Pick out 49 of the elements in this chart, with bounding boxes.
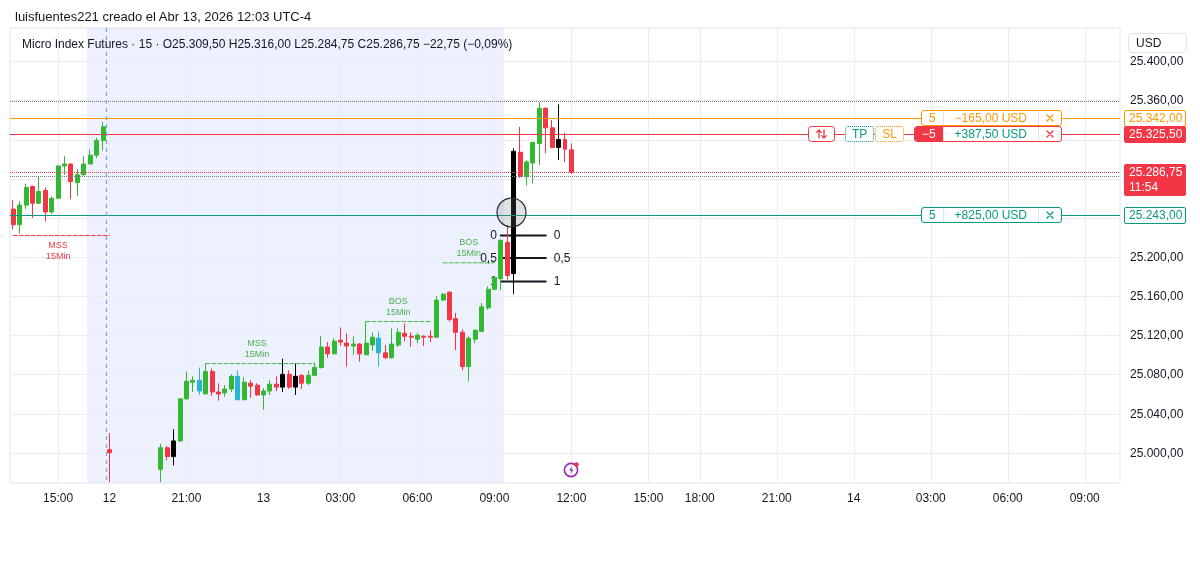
series-label: 0 (490, 228, 498, 243)
series-label: BOS 15Min (385, 296, 411, 318)
annotation: TP (851, 127, 868, 141)
annotation: −165,00 USD (954, 111, 1027, 125)
text: USD (1136, 36, 1162, 50)
series-label: 0,5 (480, 250, 498, 265)
y-tick-label: 25.120,00 (1130, 328, 1184, 343)
text: 1 (553, 274, 561, 289)
annotation: SL (882, 127, 897, 141)
y-tick-label: 25.400,00 (1130, 54, 1184, 69)
x-tick-label: 12 (102, 491, 117, 505)
x-tick-label: 12:00 (556, 491, 587, 505)
ref-line-label: 25.325,50 (1129, 127, 1183, 141)
x-tick-label: 18:00 (684, 491, 716, 505)
series-label: MSS 15Min (45, 239, 71, 261)
label-box: TP (844, 126, 875, 142)
text: 11:54 (1129, 180, 1159, 194)
annotation: +387,50 USD (954, 127, 1027, 141)
y-tick-label: 25.200,00 (1130, 249, 1184, 264)
chart-title: luisfuentes221 creado el Abr 13, 2026 12:03 UTC-4 (15, 9, 312, 24)
x-tick-label: 03:00 (915, 491, 947, 505)
annotation: 5 (928, 111, 936, 125)
y-tick-label: 25.080,00 (1130, 367, 1184, 382)
x-tick-label: 09:00 (1069, 491, 1101, 505)
x-tick-label: 06:00 (992, 491, 1024, 505)
y-tick-label: 25.000,00 (1130, 445, 1184, 460)
x-tick-label: 21:00 (761, 491, 793, 505)
label-box: SL (875, 126, 904, 142)
ref-line-label: 25.342,00 (1129, 111, 1183, 125)
x-tick-label: 15:00 (633, 491, 664, 505)
x-tick-label: 21:00 (171, 491, 202, 505)
x-tick-label: 14 (847, 491, 861, 505)
annotation: +825,00 USD (954, 208, 1027, 222)
text: 0,5 (553, 250, 571, 265)
text: Micro Index Futures · 15 · O25.309,50 H25.316,00 L25.284,75 C25.286,75 −22,75 (−0,09%) (22, 37, 513, 51)
x-tick-label: 15:00 (43, 491, 74, 505)
y-tick-label: 25.360,00 (1130, 93, 1184, 108)
annotation: 5 (928, 208, 936, 222)
x-tick-label: 03:00 (325, 491, 356, 505)
y-tick-label: 25.160,00 (1130, 289, 1184, 304)
x-tick-label: 13 (256, 491, 271, 505)
annotation: −5 (921, 127, 936, 141)
ref-line-label: 25.286,75 (1129, 165, 1183, 179)
y-tick-label: 25.040,00 (1130, 406, 1184, 421)
ref-line-label: 25.243,00 (1129, 208, 1183, 222)
text: 0 (553, 228, 561, 243)
x-tick-label: 09:00 (479, 491, 510, 505)
series-label: MSS 15Min (244, 338, 270, 360)
x-tick-label: 06:00 (402, 491, 433, 505)
